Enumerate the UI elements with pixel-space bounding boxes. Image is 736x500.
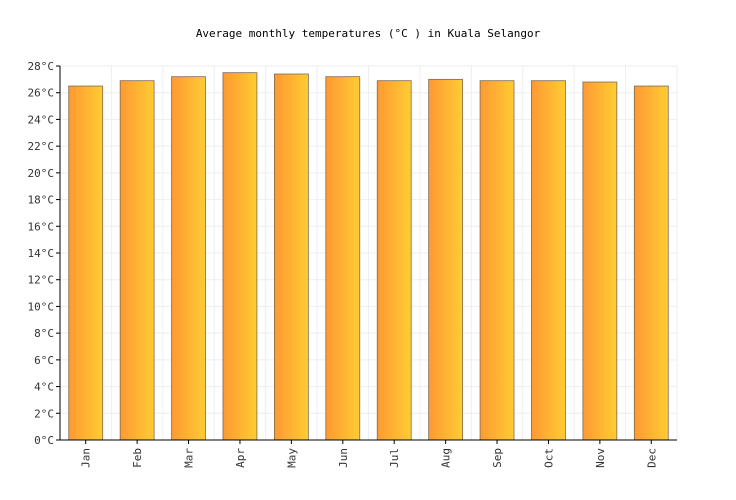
y-tick-label: 0°C xyxy=(34,434,54,447)
x-tick-label: Jul xyxy=(388,448,401,468)
x-axis-tick-labels: Jan Feb Mar Apr May Jun Jul Aug Sep Oct Nov Dec xyxy=(80,440,658,468)
y-tick-label: 18°C xyxy=(28,194,55,207)
x-tick-label: Nov xyxy=(594,448,607,468)
bar-jan xyxy=(68,85,104,441)
bar-jul xyxy=(376,80,412,441)
bar-oct xyxy=(531,80,566,441)
y-tick-label: 12°C xyxy=(28,274,55,287)
y-tick-label: 22°C xyxy=(28,140,55,153)
x-tick-label: Oct xyxy=(542,448,555,468)
x-tick-label: Mar xyxy=(183,448,196,468)
x-tick-label: Apr xyxy=(234,448,247,468)
bar-apr xyxy=(222,72,258,441)
x-tick-label: Dec xyxy=(645,448,658,468)
y-axis-tick-labels: 0°C 2°C 4°C 6°C 8°C 10°C 12°C 14°C 16°C 18°C 20°C 2… xyxy=(28,60,60,447)
bar-nov xyxy=(582,81,618,441)
bars xyxy=(68,72,669,441)
x-tick-label: Jun xyxy=(337,448,350,468)
y-tick-label: 10°C xyxy=(28,300,55,313)
grid-lines xyxy=(60,65,678,441)
x-tick-label: Feb xyxy=(131,448,144,468)
y-tick-label: 8°C xyxy=(34,327,54,340)
bar-dec xyxy=(633,85,669,441)
x-tick-label: Aug xyxy=(440,448,453,468)
bar-jun xyxy=(325,76,361,441)
chart-title: Average monthly temperatures (°C ) in Ku… xyxy=(196,27,541,40)
bar-feb xyxy=(119,80,155,441)
y-tick-label: 20°C xyxy=(28,167,55,180)
y-tick-label: 26°C xyxy=(28,87,55,100)
x-tick-label: Sep xyxy=(491,448,504,468)
bar-mar xyxy=(171,76,206,441)
y-tick-label: 16°C xyxy=(28,220,55,233)
x-tick-label: May xyxy=(285,448,298,468)
x-tick-label: Jan xyxy=(80,448,93,468)
bar-sep xyxy=(479,80,515,441)
y-tick-label: 4°C xyxy=(34,381,54,394)
bar-may xyxy=(274,73,309,441)
y-tick-label: 2°C xyxy=(34,407,54,420)
y-tick-label: 6°C xyxy=(34,354,54,367)
y-tick-label: 14°C xyxy=(28,247,55,260)
y-tick-label: 28°C xyxy=(28,60,55,73)
bar-aug xyxy=(428,78,463,441)
y-tick-label: 24°C xyxy=(28,113,55,126)
